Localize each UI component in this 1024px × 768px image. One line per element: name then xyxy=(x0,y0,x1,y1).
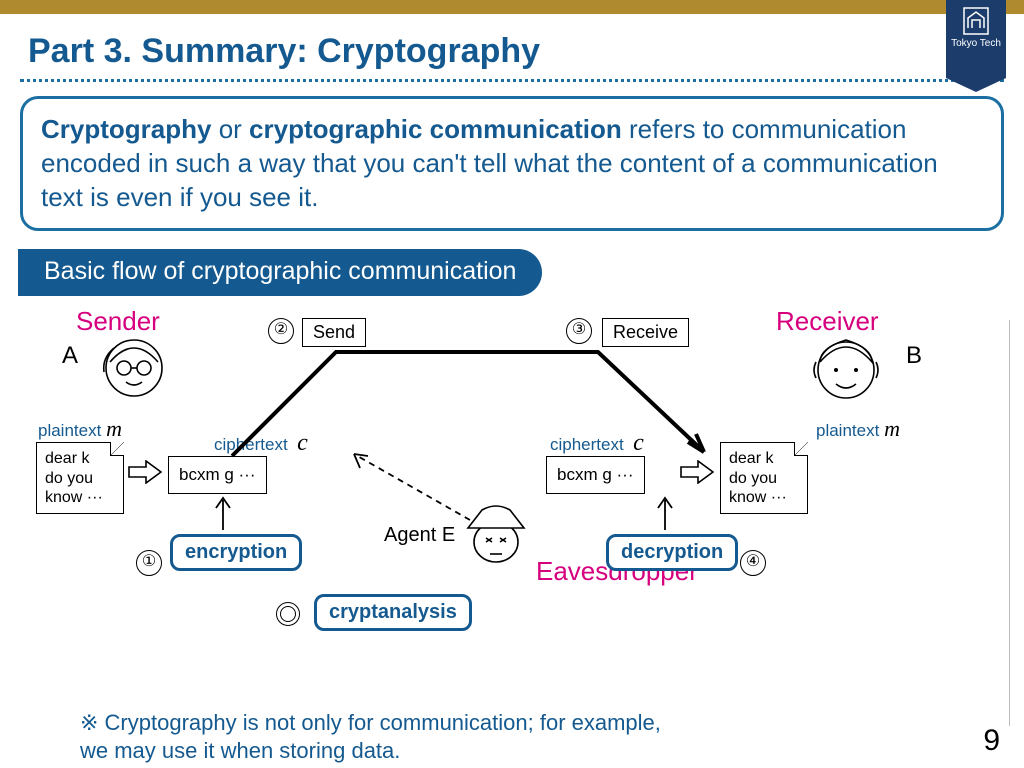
plaintext-label-l: plaintext m xyxy=(38,416,122,442)
arrow-open-icon xyxy=(128,460,162,484)
agent-face-icon xyxy=(460,498,532,570)
footnote: ※ Cryptography is not only for communica… xyxy=(80,709,661,764)
top-bar xyxy=(0,0,1024,14)
plaintext-label-r: plaintext m xyxy=(816,416,900,442)
arrow-up-icon-r xyxy=(656,496,674,532)
step-3: ③ xyxy=(566,318,592,344)
encryption-op: encryption xyxy=(170,534,302,571)
institution-icon xyxy=(962,6,990,36)
double-circle-icon xyxy=(276,602,300,626)
plaintext-box-r: dear k do you know ··· xyxy=(720,442,808,514)
flow-diagram: Sender A plaintext m dear k do you know … xyxy=(36,306,988,662)
def-bold2: cryptographic communication xyxy=(249,114,622,144)
decryption-op: decryption xyxy=(606,534,738,571)
def-bold1: Cryptography xyxy=(41,114,211,144)
cipher-box-r: bcxm g ··· xyxy=(546,456,645,494)
def-mid1: or xyxy=(211,114,249,144)
receiver-face-icon xyxy=(806,328,886,408)
plaintext-box-l: dear k do you know ··· xyxy=(36,442,124,514)
eavesdrop-arrow xyxy=(346,446,476,526)
definition-box: Cryptography or cryptographic communicat… xyxy=(20,96,1004,231)
section-pill: Basic flow of cryptographic communicatio… xyxy=(18,249,542,296)
cipher-label-r: ciphertext c xyxy=(550,430,644,457)
sender-id: A xyxy=(62,342,78,370)
step-1: ① xyxy=(136,550,162,576)
cryptanalysis-op: cryptanalysis xyxy=(314,594,472,631)
ribbon-text: Tokyo Tech xyxy=(946,38,1006,49)
step-2: ② xyxy=(268,318,294,344)
arrow-up-icon xyxy=(214,496,232,532)
sender-face-icon xyxy=(94,328,174,404)
receiver-id: B xyxy=(906,342,922,370)
page-number: 9 xyxy=(983,724,1000,758)
page-title: Part 3. Summary: Cryptography xyxy=(0,14,1024,79)
arrow-open-icon-r xyxy=(680,460,714,484)
title-divider xyxy=(20,79,1004,82)
step-4: ④ xyxy=(740,550,766,576)
agent-label: Agent E xyxy=(384,524,455,547)
right-divider xyxy=(1009,320,1010,726)
institution-ribbon: Tokyo Tech xyxy=(946,0,1006,78)
